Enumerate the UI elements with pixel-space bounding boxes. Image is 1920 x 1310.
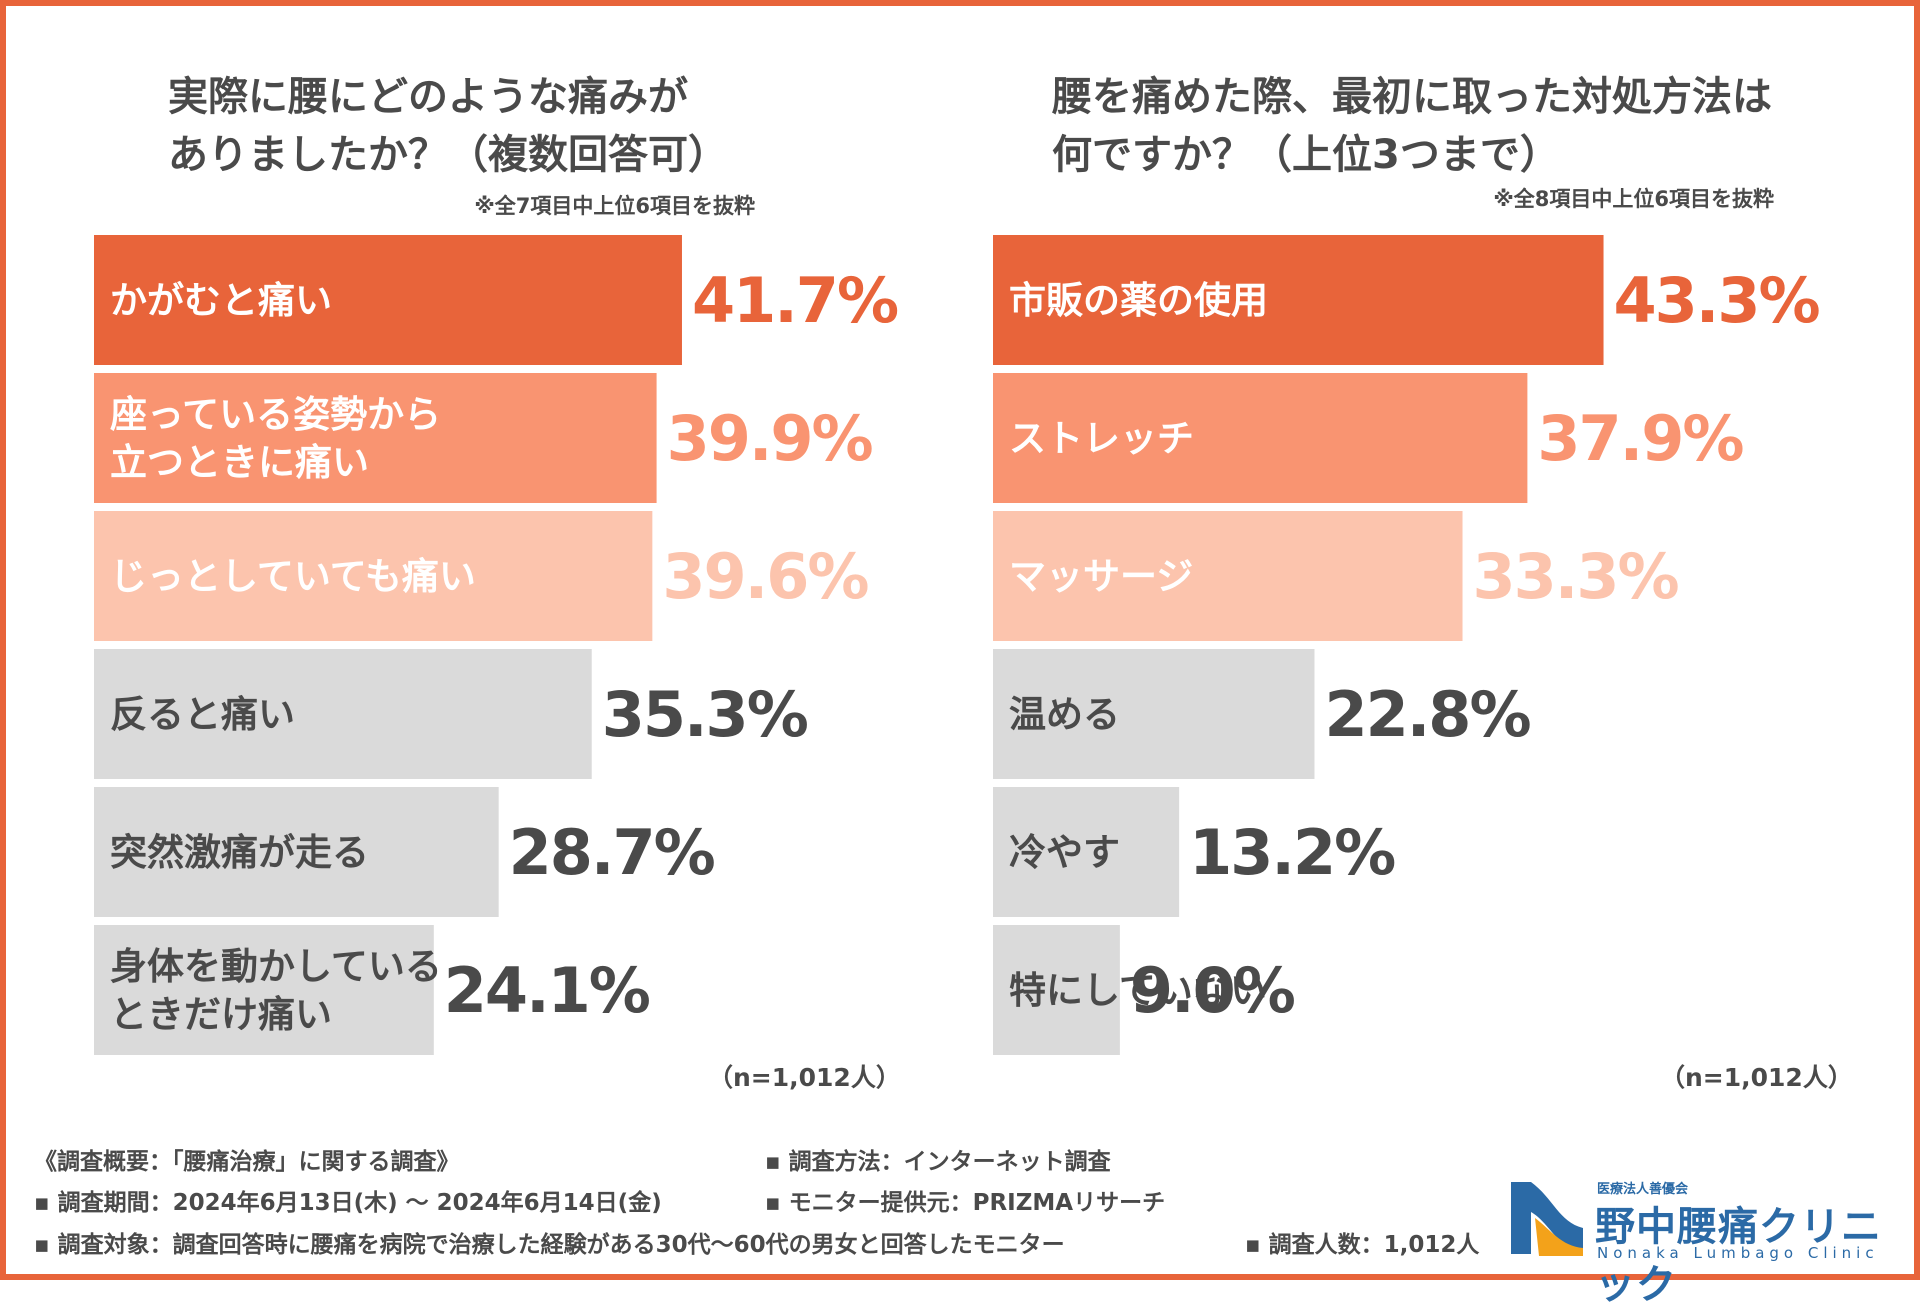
- left-title-line-2: ありましたか？（複数回答可）: [168, 132, 728, 178]
- clinic-english-name: Nonaka Lumbago Clinic: [1597, 1244, 1879, 1262]
- right-value-label-5: 13.2%: [1189, 816, 1395, 889]
- right-bar-3: [993, 511, 1463, 641]
- left-category-label-1: かがむと痛い: [110, 279, 332, 322]
- right-category-label-2: ストレッチ: [1009, 417, 1194, 460]
- left-sample-size: （n=1,012人）: [708, 1063, 901, 1092]
- footer-count: ▪ 調査人数：1,012人: [1245, 1232, 1480, 1258]
- right-chart-title: 腰を痛めた際、最初に取った対処方法は 何ですか？（上位3つまで）: [1052, 68, 1772, 184]
- right-chart-note: ※全8項目中上位6項目を抜粋: [1493, 187, 1774, 211]
- right-sample-size: （n=1,012人）: [1660, 1063, 1853, 1092]
- right-bar-1: [993, 235, 1604, 365]
- right-category-label-3: マッサージ: [1009, 555, 1193, 598]
- footer-overview: 《調査概要：「腰痛治療」に関する調査》: [34, 1149, 460, 1175]
- left-category-label-5: 突然激痛が走る: [110, 831, 369, 874]
- right-bar-4: [993, 649, 1315, 779]
- right-value-label-6: 9.0%: [1130, 954, 1295, 1027]
- right-category-label-5: 冷やす: [1009, 831, 1120, 874]
- left-value-label-3: 39.6%: [662, 540, 868, 613]
- clinic-org-name: 医療法人善優会: [1597, 1182, 1689, 1197]
- right-value-label-1: 43.3%: [1614, 264, 1820, 337]
- right-category-label-6: 特にしていない: [1009, 969, 1267, 1012]
- right-category-label-4: 温める: [1009, 693, 1120, 736]
- left-bar-3: [94, 511, 653, 641]
- left-category-label-4: 反ると痛い: [110, 693, 295, 736]
- footer-provider: ▪ モニター提供元：PRIZMAリサーチ: [765, 1190, 1166, 1216]
- clinic-logo-mark-icon: [1511, 1182, 1583, 1256]
- right-title-line-2: 何ですか？（上位3つまで）: [1052, 132, 1560, 178]
- right-bar-6: [993, 925, 1120, 1055]
- left-category-label-2: 座っている姿勢から立つときに痛い: [110, 393, 441, 484]
- left-value-label-2: 39.9%: [667, 402, 873, 475]
- right-category-label-1: 市販の薬の使用: [1009, 279, 1268, 322]
- right-value-label-3: 33.3%: [1473, 540, 1679, 613]
- right-value-label-2: 37.9%: [1537, 402, 1743, 475]
- left-category-label-3: じっとしていても痛い: [110, 555, 476, 598]
- outer-frame: [0, 0, 1920, 1280]
- left-category-label-6: 身体を動かしているときだけ痛い: [110, 945, 442, 1036]
- left-value-label-6: 24.1%: [444, 954, 650, 1027]
- left-bar-6: [94, 925, 434, 1055]
- right-bar-2: [993, 373, 1528, 503]
- left-bar-1: [94, 235, 682, 365]
- footer-target: ▪ 調査対象：調査回答時に腰痛を病院で治療した経験がある30代～60代の男女と回…: [34, 1232, 1065, 1258]
- left-value-label-1: 41.7%: [692, 264, 898, 337]
- left-bar-2: [94, 373, 657, 503]
- left-chart-title: 実際に腰にどのような痛みが ありましたか？（複数回答可）: [168, 68, 728, 184]
- bar-charts: かがむと痛い 41.7% 座っている姿勢から立つときに痛い 39.9% じっとしていても…: [94, 235, 1822, 1055]
- footer-period: ▪ 調査期間：2024年6月13日(木) ～ 2024年6月14日(金): [34, 1190, 662, 1216]
- left-bar-5: [94, 787, 499, 917]
- right-bar-5: [993, 787, 1180, 917]
- left-value-label-5: 28.7%: [509, 816, 715, 889]
- right-value-label-4: 22.8%: [1324, 678, 1530, 751]
- left-title-line-1: 実際に腰にどのような痛みが: [168, 74, 688, 120]
- right-title-line-1: 腰を痛めた際、最初に取った対処方法は: [1052, 74, 1772, 120]
- clinic-logo: 医療法人善優会 野中腰痛クリニック Nonaka Lumbago Clinic: [1505, 1178, 1905, 1308]
- left-value-label-4: 35.3%: [602, 678, 808, 751]
- footer-method: ▪ 調査方法：インターネット調査: [765, 1149, 1111, 1175]
- left-chart-note: ※全7項目中上位6項目を抜粋: [474, 194, 755, 218]
- left-bar-4: [94, 649, 592, 779]
